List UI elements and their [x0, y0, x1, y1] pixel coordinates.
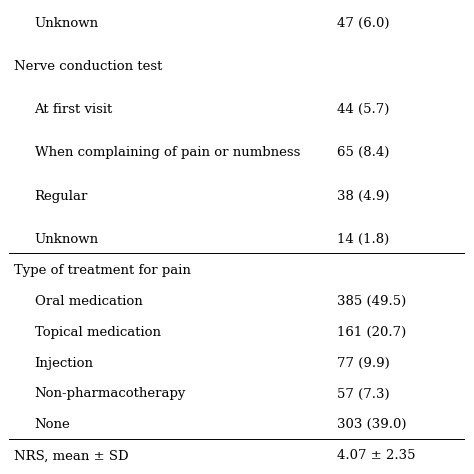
Text: NRS, mean ± SD: NRS, mean ± SD [14, 449, 128, 462]
Text: 161 (20.7): 161 (20.7) [337, 326, 406, 338]
Text: Regular: Regular [35, 190, 88, 202]
Text: Nerve conduction test: Nerve conduction test [14, 60, 163, 73]
Text: 38 (4.9): 38 (4.9) [337, 190, 390, 202]
Text: 14 (1.8): 14 (1.8) [337, 233, 389, 246]
Text: 47 (6.0): 47 (6.0) [337, 17, 390, 30]
Text: When complaining of pain or numbness: When complaining of pain or numbness [35, 146, 300, 159]
Text: At first visit: At first visit [35, 103, 113, 116]
Text: Injection: Injection [35, 356, 93, 370]
Text: Topical medication: Topical medication [35, 326, 161, 338]
Text: Type of treatment for pain: Type of treatment for pain [14, 264, 191, 277]
Text: Unknown: Unknown [35, 17, 99, 30]
Text: Non-pharmacotherapy: Non-pharmacotherapy [35, 387, 186, 401]
Text: 77 (9.9): 77 (9.9) [337, 356, 390, 370]
Text: None: None [35, 419, 70, 431]
Text: 65 (8.4): 65 (8.4) [337, 146, 390, 159]
Text: 4.07 ± 2.35: 4.07 ± 2.35 [337, 449, 416, 462]
Text: Oral medication: Oral medication [35, 295, 142, 308]
Text: Unknown: Unknown [35, 233, 99, 246]
Text: 44 (5.7): 44 (5.7) [337, 103, 390, 116]
Text: 57 (7.3): 57 (7.3) [337, 387, 390, 401]
Text: 385 (49.5): 385 (49.5) [337, 295, 406, 308]
Text: 303 (39.0): 303 (39.0) [337, 419, 407, 431]
